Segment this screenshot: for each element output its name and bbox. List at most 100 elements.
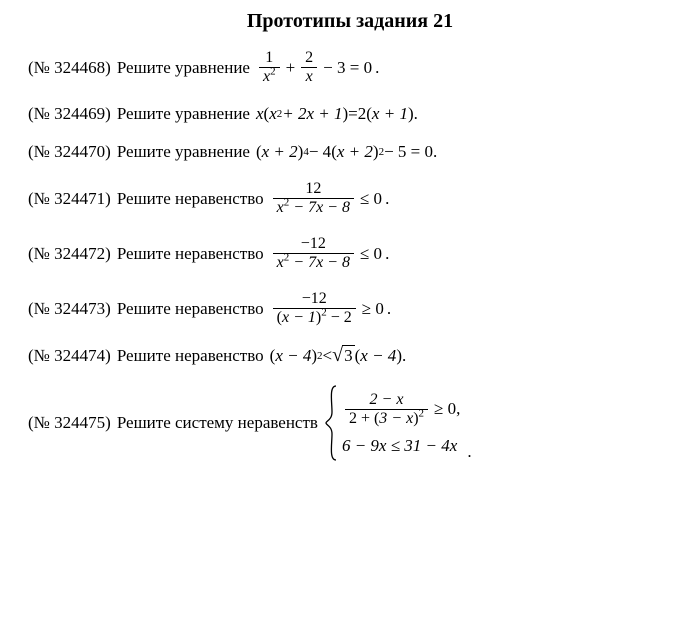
problem-row: (№ 324470) Решите уравнение (x + 2)4 − 4… [28, 142, 672, 162]
frac-num: −12 [298, 290, 331, 308]
var-x: x [256, 104, 264, 124]
equation: 1 x2 + 2 x − 3 = 0. [256, 49, 379, 86]
problem-number: (№ 324473) [28, 299, 111, 319]
page-title: Прототипы задания 21 [28, 10, 672, 33]
period: . [414, 104, 418, 124]
period: . [433, 142, 437, 162]
problem-row: (№ 324468) Решите уравнение 1 x2 + 2 x −… [28, 49, 672, 86]
num-suffix: ) [105, 346, 111, 365]
term: x − 4 [275, 346, 311, 366]
num-suffix: ) [105, 244, 111, 263]
term: 2 + [349, 410, 374, 427]
page: Прототипы задания 21 (№ 324468) Решите у… [0, 0, 700, 490]
problem-verb: Решите уравнение [117, 104, 250, 124]
fraction: 1 x2 [259, 49, 280, 86]
num-id: 324471 [54, 189, 105, 208]
problem-number: (№ 324469) [28, 104, 111, 124]
problem-verb: Решите уравнение [117, 142, 250, 162]
num-prefix: (№ [28, 58, 54, 77]
period: . [387, 299, 391, 319]
fraction: −12 x2 − 7x − 8 [273, 235, 354, 272]
frac-den: 2 + (3 − x)2 [345, 410, 428, 428]
term: + 2x + 1 [282, 104, 342, 124]
system: 2 − x 2 + (3 − x)2 ≥ 0, 6 − 9x ≤ 31 − 4x… [324, 384, 472, 462]
problem-verb: Решите неравенство [117, 299, 264, 319]
equals: = [348, 104, 358, 124]
exponent: 2 [419, 407, 425, 419]
frac-den: (x − 1)2 − 2 [273, 309, 356, 327]
problem-verb: Решите неравенство [117, 189, 264, 209]
inequality: (x − 4)2 < √3 (x − 4). [270, 345, 407, 366]
eq-tail: − 3 = 0 [323, 58, 372, 78]
radicand: 3 [342, 345, 355, 366]
term: − 7x − 8 [289, 199, 350, 216]
frac-den: x2 [259, 68, 280, 86]
term: − 2 [327, 309, 352, 326]
num-id: 324475 [54, 413, 105, 432]
fraction: 2 x [301, 49, 317, 86]
problem-verb: Решите систему неравенств [117, 413, 318, 433]
num-prefix: (№ [28, 104, 54, 123]
problem-number: (№ 324475) [28, 413, 111, 433]
equation: (x + 2)4 − 4(x + 2)2 − 5 = 0. [256, 142, 437, 162]
num-prefix: (№ [28, 142, 54, 161]
system-body: 2 − x 2 + (3 − x)2 ≥ 0, 6 − 9x ≤ 31 − 4x [342, 391, 463, 456]
problem-row: (№ 324472) Решите неравенство −12 x2 − 7… [28, 235, 672, 272]
sqrt: √3 [332, 345, 354, 366]
num-suffix: ) [105, 104, 111, 123]
period: . [385, 189, 389, 209]
problem-number: (№ 324474) [28, 346, 111, 366]
term: x [269, 104, 277, 124]
term: x − 4 [360, 346, 396, 366]
frac-num: −12 [297, 235, 330, 253]
problem-number: (№ 324470) [28, 142, 111, 162]
fraction: 2 − x 2 + (3 − x)2 [345, 391, 428, 428]
period: . [375, 58, 379, 78]
frac-num: 2 [301, 49, 317, 67]
rparen: ) [373, 142, 379, 162]
problem-row: (№ 324471) Решите неравенство 12 x2 − 7x… [28, 180, 672, 217]
problem-row: (№ 324469) Решите уравнение x(x2 + 2x + … [28, 104, 672, 124]
fraction: 12 x2 − 7x − 8 [273, 180, 354, 217]
frac-den: x2 − 7x − 8 [273, 254, 354, 272]
relation: ≥ 0 [362, 299, 384, 319]
num-id: 324468 [54, 58, 105, 77]
period: . [402, 346, 406, 366]
num-prefix: (№ [28, 346, 54, 365]
problem-number: (№ 324468) [28, 58, 111, 78]
term: − 7x − 8 [289, 254, 350, 271]
var-x: x [277, 199, 284, 216]
problem-verb: Решите неравенство [117, 244, 264, 264]
frac-num: 2 − x [366, 391, 408, 409]
frac-num: 1 [261, 49, 277, 67]
relation: ≥ 0, [434, 399, 460, 419]
problem-number: (№ 324472) [28, 244, 111, 264]
system-line: 6 − 9x ≤ 31 − 4x [342, 436, 463, 456]
num-suffix: ) [105, 189, 111, 208]
exponent: 2 [270, 66, 276, 78]
frac-num: 12 [301, 180, 325, 198]
num-id: 324473 [54, 299, 105, 318]
less-than: < [323, 346, 333, 366]
term: x + 1 [372, 104, 408, 124]
equation: x(x2 + 2x + 1) = 2(x + 1). [256, 104, 418, 124]
problem-row: (№ 324473) Решите неравенство −12 (x − 1… [28, 290, 672, 327]
num-prefix: (№ [28, 189, 54, 208]
problem-row: (№ 324475) Решите систему неравенств 2 −… [28, 384, 672, 462]
num-suffix: ) [105, 413, 111, 432]
relation: ≤ 0 [360, 244, 382, 264]
inequality: −12 (x − 1)2 − 2 ≥ 0. [270, 290, 391, 327]
problem-row: (№ 324474) Решите неравенство (x − 4)2 <… [28, 345, 672, 366]
plus-op: + [286, 58, 296, 78]
term: x − 1 [282, 309, 316, 326]
term: − 4 [309, 142, 331, 162]
inequality: 12 x2 − 7x − 8 ≤ 0. [270, 180, 390, 217]
term: x + 2 [262, 142, 298, 162]
problem-verb: Решите неравенство [117, 346, 264, 366]
num-prefix: (№ [28, 244, 54, 263]
var-x: x [263, 68, 270, 85]
num-suffix: ) [105, 142, 111, 161]
num-prefix: (№ [28, 299, 54, 318]
num-id: 324472 [54, 244, 105, 263]
num-suffix: ) [105, 58, 111, 77]
